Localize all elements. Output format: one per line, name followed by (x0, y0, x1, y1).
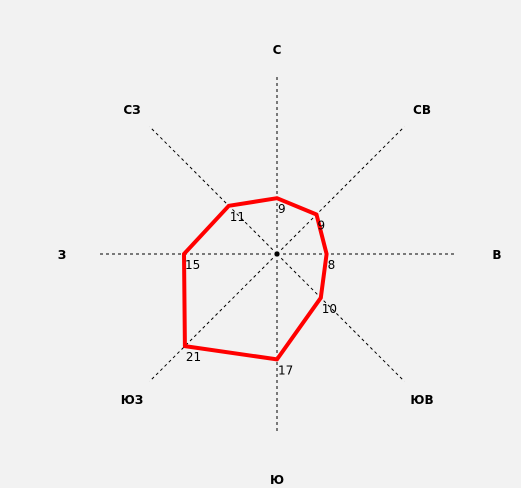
data-point-s (275, 357, 279, 362)
value-label-s: 17 (278, 363, 293, 377)
direction-label-nw: СЗ (123, 103, 140, 117)
chart-axes (97, 74, 457, 434)
axis-nw (149, 126, 278, 255)
direction-label-e: В (492, 248, 501, 262)
direction-label-se: ЮВ (410, 393, 433, 407)
direction-label-s: Ю (270, 473, 284, 487)
value-label-n: 9 (278, 202, 286, 216)
center-dot (274, 251, 280, 257)
value-label-nw: 11 (230, 210, 245, 224)
series-polygon (182, 196, 329, 362)
value-label-e: 8 (328, 258, 336, 272)
direction-label-ne: СВ (413, 103, 431, 117)
value-label-se: 10 (322, 302, 337, 316)
axis-ne (276, 126, 405, 255)
direction-label-n: С (273, 43, 282, 57)
data-point-nw (227, 204, 231, 208)
series-layer (182, 196, 329, 362)
direction-label-sw: ЮЗ (121, 393, 144, 407)
axis-sw (149, 253, 278, 382)
direction-label-w: З (58, 248, 67, 262)
data-point-sw (183, 344, 187, 348)
chart-marks (182, 196, 329, 362)
value-labels: 9 9 8 10 17 21 15 11 (185, 202, 337, 377)
data-point-e (324, 252, 329, 256)
data-point-n (275, 196, 279, 200)
value-label-sw: 21 (186, 350, 201, 364)
axis-se (276, 253, 405, 382)
direction-labels: С СВ В ЮВ Ю ЮЗ З СЗ (58, 43, 502, 487)
data-point-se (319, 296, 323, 300)
data-point-ne (314, 212, 319, 217)
value-label-ne: 9 (318, 219, 326, 233)
value-label-w: 15 (185, 258, 200, 272)
data-point-w (182, 252, 186, 256)
